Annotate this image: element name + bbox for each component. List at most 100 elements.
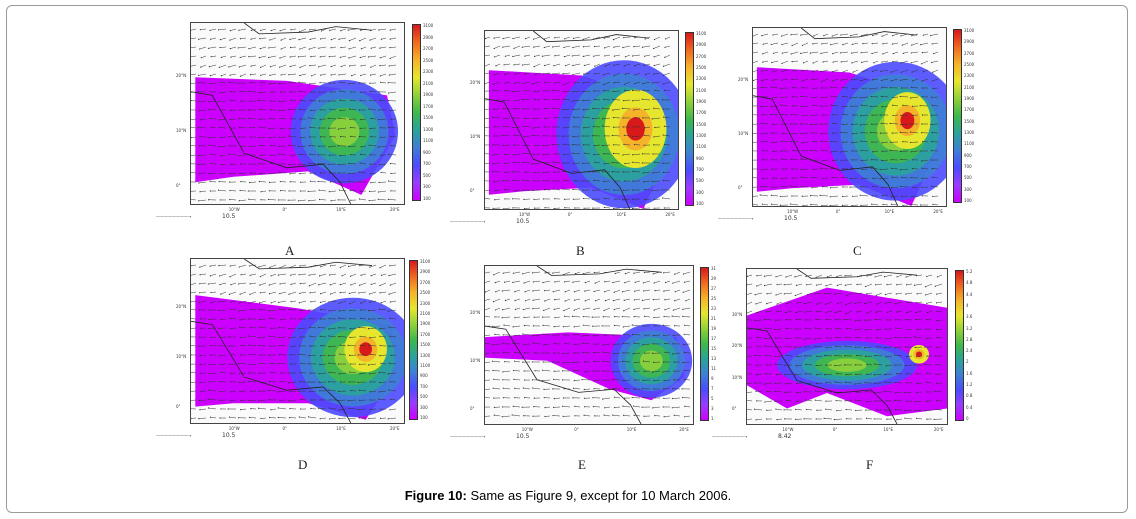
wind-arrow [199,109,207,112]
wind-arrow-head [592,406,595,408]
wind-arrow [388,180,397,183]
wind-arrow [311,73,317,77]
wind-arrow [554,81,561,84]
colorbar-tick-label: 1900 [423,92,434,98]
wind-arrow [830,87,839,89]
wind-arrow [795,292,803,296]
wind-arrow [533,36,541,40]
wind-arrow-head [784,391,786,393]
wind-arrow-head [199,409,201,411]
wind-arrow [350,282,357,286]
wind-arrow [502,289,511,292]
wind-arrow [624,90,631,92]
wind-arrow-head [368,108,370,110]
wind-arrow-head [644,334,646,336]
wind-arrow-head [783,409,785,411]
wind-arrow [846,292,853,296]
latitude-label: 10°N [176,128,187,134]
wind-arrow-head [553,153,556,155]
wind-arrow [300,282,307,284]
wind-arrow [632,161,641,164]
wind-arrow-head [279,189,282,192]
wind-arrow-head [754,319,756,321]
wind-arrow-head [851,62,853,64]
wind-arrow-head [574,405,576,407]
wind-arrow [349,37,357,41]
wind-arrow-head [844,336,846,338]
wind-arrow [544,108,551,110]
wind-arrow-head [791,79,793,81]
wind-arrow-head [814,399,817,401]
wind-arrow-head [613,55,615,57]
colorbar-tick-label: 1500 [420,342,431,348]
wind-arrow-head [571,362,573,364]
wind-arrow [368,55,377,58]
wind-arrow [329,273,337,276]
colorbar-tick-label: 2900 [696,42,707,48]
wind-arrow-head [377,198,379,200]
wind-arrow [840,78,849,81]
wind-arrow [349,108,357,111]
wind-arrow [664,343,671,345]
wind-arrow-head [682,315,684,318]
wind-arrow-head [903,336,905,339]
wind-arrow-head [523,208,526,209]
wind-arrow [795,310,803,313]
wind-arrow-head [198,182,200,184]
wind-arrow [513,325,521,328]
wind-arrow [532,307,541,309]
wind-arrow [896,310,903,313]
wind-arrow-head [631,55,634,57]
wind-arrow [300,136,307,139]
wind-arrow-head [210,336,212,339]
wind-arrow-head [562,143,564,146]
wind-arrow-head [816,355,818,357]
wind-arrow-head [831,114,833,116]
wind-arrow-head [493,108,495,110]
wind-arrow [380,363,387,365]
wind-arrow-head [614,198,616,200]
wind-arrow-head [513,64,515,66]
wind-arrow-head [543,309,545,312]
wind-arrow-head [280,39,282,41]
wind-arrow-head [300,127,302,129]
wind-arrow-head [622,291,624,293]
wind-arrow-head [278,153,280,155]
wind-arrow [229,416,237,419]
wind-arrow-head [268,284,270,286]
latitude-label: 10°N [176,354,187,360]
wind-arrow [360,118,367,120]
wind-arrow-head [239,326,241,328]
wind-arrow-head [512,207,514,209]
wind-arrow-head [890,203,893,205]
wind-arrow-head [756,275,758,277]
wind-arrow [290,46,297,48]
wind-arrow [338,37,347,40]
wind-arrow-head [632,405,635,407]
wind-arrow [300,399,307,401]
wind-arrow [604,414,611,417]
wind-arrow-head [894,319,897,321]
wind-arrow [248,335,257,338]
map-b [484,30,679,210]
colorbar-tick-label: 1700 [423,103,434,109]
field-max [359,342,373,357]
wind-arrow-head [229,48,231,50]
wind-arrow-head [859,79,862,82]
wind-arrow [796,301,803,304]
wind-arrow-head [760,133,762,135]
wind-arrow [796,283,803,286]
wind-arrow-head [874,392,876,394]
wind-arrow [861,150,869,152]
wind-arrow-head [199,191,201,193]
wind-arrow [369,144,377,147]
wind-arrow-head [593,45,596,48]
wind-arrow [880,69,889,72]
wind-arrow-head [883,276,886,278]
wind-arrow [281,46,287,50]
map-plot [485,266,693,424]
wind-arrow-head [852,114,854,116]
wind-arrow [331,73,337,76]
wind-arrow [654,63,661,66]
wind-arrow [199,264,207,268]
